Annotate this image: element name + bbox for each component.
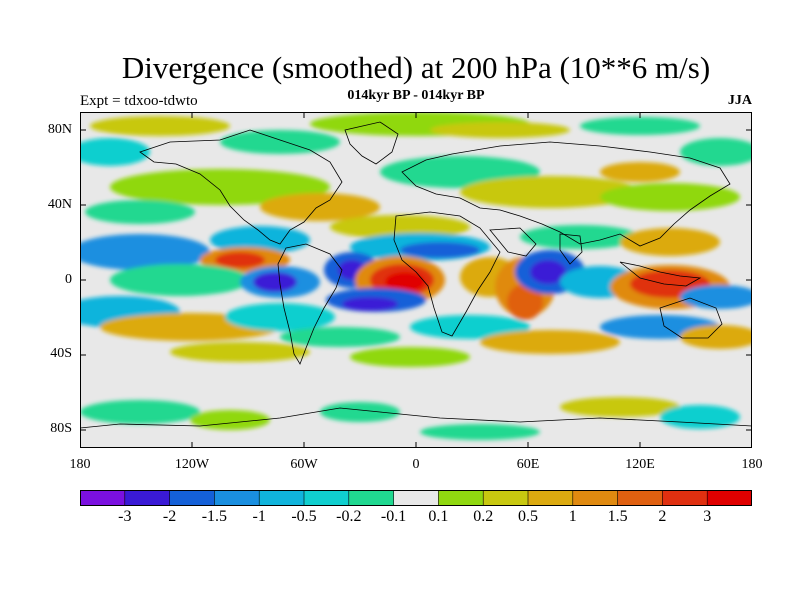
colorbar-swatch bbox=[482, 490, 529, 506]
coast-arabia bbox=[489, 227, 537, 257]
field-patch bbox=[350, 347, 470, 367]
field-patch bbox=[110, 264, 250, 296]
field-patch bbox=[460, 176, 640, 208]
lon-label-180w: 180 bbox=[69, 457, 91, 472]
colorbar-swatch bbox=[124, 490, 171, 506]
coastlines bbox=[80, 121, 752, 429]
field-patch bbox=[342, 297, 398, 311]
season-label: JJA bbox=[727, 93, 752, 108]
experiment-label: Expt = tdxoo-tdwto bbox=[80, 93, 198, 109]
lat-label-40s: 40S bbox=[50, 346, 72, 361]
lat-label-80n: 80N bbox=[47, 122, 72, 137]
field-patch bbox=[80, 138, 150, 166]
colorbar-swatch bbox=[80, 490, 126, 506]
lat-label-40n: 40N bbox=[47, 197, 72, 212]
field-patch bbox=[430, 122, 570, 138]
colorbar-swatch bbox=[393, 490, 440, 506]
colorbar-swatch bbox=[527, 490, 574, 506]
period-label: 014kyr BP - 014kyr BP bbox=[347, 88, 485, 103]
colorbar-swatch bbox=[258, 490, 305, 506]
colorbar-label: -0.5 bbox=[291, 508, 317, 525]
field-patch bbox=[600, 162, 680, 182]
field-patch bbox=[215, 252, 265, 268]
field-patch bbox=[680, 138, 752, 166]
field-patch bbox=[507, 284, 543, 320]
field-patch bbox=[90, 116, 230, 136]
field-patch bbox=[85, 200, 195, 224]
lat-label-80s: 80S bbox=[50, 421, 72, 436]
field-patch bbox=[80, 400, 200, 424]
field-patch bbox=[253, 272, 297, 292]
colorbar-label: -0.1 bbox=[380, 508, 407, 525]
coast-south-america bbox=[277, 243, 343, 365]
colorbar-swatch bbox=[662, 490, 709, 506]
lon-label-60w: 60W bbox=[290, 457, 318, 472]
colorbar-label: 0.5 bbox=[518, 508, 538, 525]
divergence-map bbox=[80, 112, 752, 448]
field-patch bbox=[260, 193, 380, 221]
coast-north-america bbox=[139, 129, 343, 245]
field-patch bbox=[320, 402, 400, 422]
colorbar-swatch bbox=[617, 490, 664, 506]
field-patch bbox=[400, 242, 480, 258]
chart-title: Divergence (smoothed) at 200 hPa (10**6 … bbox=[121, 50, 711, 85]
lon-label-0: 0 bbox=[412, 457, 420, 472]
axis-ticks bbox=[80, 112, 752, 448]
field-patch bbox=[580, 117, 700, 135]
field-patch bbox=[170, 342, 310, 362]
colorbar-label: -1.5 bbox=[201, 508, 228, 525]
coast-india bbox=[559, 233, 583, 265]
colorbar-swatch bbox=[438, 490, 484, 506]
colorbar-label: 1.5 bbox=[607, 508, 628, 525]
field-patch bbox=[80, 234, 210, 270]
field-patch bbox=[680, 285, 752, 309]
colorbar-label: -3 bbox=[118, 508, 132, 525]
lon-label-180e: 180 bbox=[741, 457, 763, 472]
field-patch bbox=[480, 330, 620, 354]
colorbar-swatch bbox=[169, 490, 216, 506]
lat-label-0: 0 bbox=[65, 272, 72, 287]
field-patch bbox=[220, 130, 340, 154]
field-patch bbox=[225, 303, 335, 331]
lon-label-120w: 120W bbox=[174, 457, 210, 472]
field-patch bbox=[600, 183, 740, 211]
coast-greenland bbox=[344, 121, 399, 165]
field-patch bbox=[110, 169, 330, 205]
coast-eurasia bbox=[401, 141, 731, 247]
colorbar-label: -1 bbox=[252, 508, 266, 525]
colorbar-label: 1 bbox=[568, 508, 577, 525]
field-patch bbox=[330, 215, 470, 239]
colorbar-label: 0.1 bbox=[428, 508, 449, 525]
field-patch bbox=[620, 228, 720, 256]
colorbar-label: 0.2 bbox=[473, 508, 494, 525]
field-patch bbox=[280, 327, 400, 347]
divergence-field bbox=[80, 112, 752, 440]
field-patch bbox=[410, 315, 530, 339]
field-patch bbox=[660, 405, 740, 429]
field-patch bbox=[420, 424, 540, 440]
colorbar-label: -2 bbox=[162, 508, 177, 525]
colorbar-label: 2 bbox=[658, 508, 667, 525]
colorbar-swatch bbox=[303, 490, 350, 506]
colorbar bbox=[80, 490, 752, 506]
colorbar-swatch bbox=[214, 490, 260, 506]
colorbar-label: -0.2 bbox=[336, 508, 362, 525]
coast-australia bbox=[659, 297, 723, 339]
field-patch bbox=[210, 226, 310, 254]
coast-antarctica bbox=[80, 407, 752, 429]
lon-label-120e: 120E bbox=[625, 457, 655, 472]
lon-label-60e: 60E bbox=[516, 457, 540, 472]
field-patch bbox=[530, 260, 566, 284]
colorbar-swatch bbox=[348, 490, 395, 506]
field-patch bbox=[385, 272, 425, 292]
field-patch bbox=[560, 397, 680, 417]
coast-indonesia bbox=[619, 261, 702, 287]
coast-africa bbox=[393, 211, 501, 337]
colorbar-swatch bbox=[706, 490, 752, 506]
field-patch bbox=[680, 325, 752, 349]
colorbar-label: 3 bbox=[703, 508, 712, 525]
colorbar-swatch bbox=[572, 490, 619, 506]
